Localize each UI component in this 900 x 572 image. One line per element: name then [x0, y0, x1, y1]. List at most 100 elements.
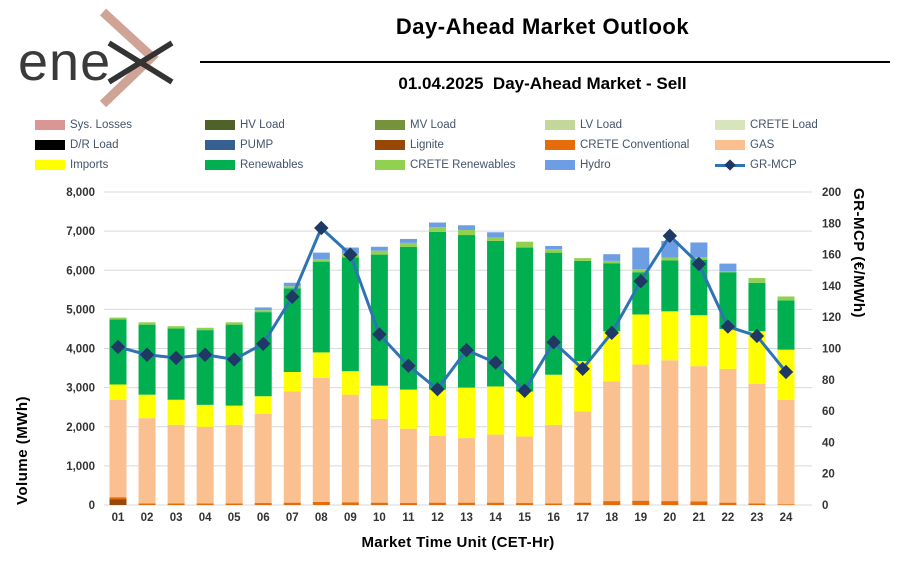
y-right-tick-label: 140 — [822, 281, 841, 293]
gr-mcp-marker — [546, 335, 561, 350]
legend-item-imports: Imports — [35, 159, 205, 171]
x-tick-label: 24 — [780, 512, 793, 524]
bar-segment-hydro — [428, 222, 446, 228]
x-tick-label: 09 — [344, 512, 357, 524]
bar-segment-hydro — [458, 225, 476, 230]
x-tick-label: 17 — [576, 512, 589, 524]
bar-segment-crete-renewables — [777, 296, 795, 301]
bar-segment-imports — [138, 394, 156, 419]
legend-color-swatch-icon — [205, 120, 235, 130]
bar-segment-crete-conventional — [458, 502, 476, 505]
bar-segment-crete-conventional — [428, 502, 446, 505]
bar-segment-crete-conventional — [167, 503, 185, 505]
legend-color-swatch-icon — [205, 140, 235, 150]
bar-segment-renewables — [777, 300, 795, 350]
bar-segment-gas — [487, 434, 505, 503]
y-right-tick-label: 0 — [822, 500, 828, 512]
bar-segment-renewables — [196, 330, 214, 405]
x-tick-label: 15 — [518, 512, 531, 524]
bar-segment-renewables — [574, 260, 592, 362]
bar-segment-imports — [487, 386, 505, 435]
bar-segment-lignite — [109, 499, 127, 505]
bar-segment-gas — [603, 381, 621, 502]
bar-segment-crete-conventional — [370, 502, 388, 505]
bar-segment-imports — [109, 384, 127, 400]
x-tick-label: 14 — [489, 512, 502, 524]
bar-segment-crete-conventional — [138, 503, 156, 505]
bar-segment-crete-renewables — [458, 229, 476, 236]
gr-mcp-marker — [604, 325, 619, 341]
header-divider — [200, 61, 890, 63]
bar-segment-gas — [312, 377, 330, 502]
legend-item-crete-renewables: CRETE Renewables — [375, 159, 545, 171]
bar-segment-crete-conventional — [603, 501, 621, 505]
bar-segment-gas — [138, 418, 156, 504]
legend-label: CRETE Conventional — [580, 139, 690, 151]
x-tick-label: 19 — [634, 512, 647, 524]
gr-mcp-marker — [256, 336, 271, 352]
gr-mcp-marker — [459, 342, 474, 358]
x-tick-label: 07 — [286, 512, 299, 524]
gr-mcp-marker — [168, 350, 184, 366]
y-right-tick-label: 200 — [822, 187, 841, 199]
y-left-tick-label: 5,000 — [66, 304, 95, 316]
gr-mcp-marker — [314, 220, 329, 236]
x-tick-label: 18 — [605, 512, 618, 524]
bar-segment-crete-renewables — [312, 259, 330, 262]
bar-segment-gas — [283, 391, 301, 503]
bar-segment-crete-renewables — [254, 310, 272, 313]
legend-label: Lignite — [410, 139, 444, 151]
bar-segment-crete-conventional — [487, 502, 505, 505]
bar-segment-hydro — [603, 254, 621, 261]
bar-segment-crete-conventional — [632, 500, 650, 505]
bar-segment-gas — [428, 435, 446, 503]
x-tick-label: 21 — [692, 512, 705, 524]
bar-segment-imports — [312, 352, 330, 378]
bar-segment-imports — [167, 399, 185, 425]
chart-legend: Sys. Losses HV Load MV Load LV Load CRETE Lo… — [35, 115, 891, 175]
y-left-tick-label: 6,000 — [66, 265, 95, 277]
bar-segment-imports — [283, 371, 301, 392]
legend-color-swatch-icon — [545, 160, 575, 170]
legend-color-swatch-icon — [35, 140, 65, 150]
bar-segment-renewables — [748, 282, 766, 332]
gr-mcp-marker — [110, 339, 126, 355]
x-tick-label: 16 — [547, 512, 560, 524]
gr-mcp-marker — [749, 328, 765, 344]
bar-segment-imports — [719, 328, 737, 369]
y-left-tick-label: 4,000 — [66, 344, 95, 356]
legend-label: GAS — [750, 139, 775, 151]
legend-item-sys-losses: Sys. Losses — [35, 119, 205, 131]
y-right-tick-label: 80 — [822, 375, 835, 387]
bar-segment-imports — [632, 314, 650, 365]
bar-segment-renewables — [399, 246, 417, 390]
bar-segment-crete-renewables — [545, 249, 563, 253]
bar-segment-crete-renewables — [225, 322, 243, 325]
bar-segment-imports — [661, 311, 679, 361]
x-tick-label: 01 — [112, 512, 125, 524]
bar-segment-crete-conventional — [748, 503, 766, 505]
bar-segment-crete-conventional — [341, 502, 359, 505]
bar-segment-renewables — [341, 257, 359, 372]
bar-segment-crete-conventional — [225, 503, 243, 505]
gr-mcp-marker — [720, 319, 736, 334]
bar-segment-crete-renewables — [661, 257, 679, 261]
legend-line-swatch-icon — [715, 159, 745, 171]
legend-color-swatch-icon — [715, 140, 745, 150]
x-tick-label: 08 — [315, 512, 328, 524]
y-right-tick-label: 20 — [822, 469, 835, 481]
bar-segment-imports — [399, 389, 417, 429]
bar-segment-hydro — [399, 238, 417, 243]
bar-segment-crete-renewables — [748, 278, 766, 283]
gr-mcp-marker — [343, 247, 358, 262]
bar-segment-renewables — [312, 261, 330, 353]
legend-label: LV Load — [580, 119, 622, 131]
legend-color-swatch-icon — [375, 160, 405, 170]
gr-mcp-marker — [285, 289, 300, 305]
bar-segment-crete-renewables — [370, 250, 388, 255]
bar-segment-gas — [719, 368, 737, 503]
bar-segment-renewables — [545, 252, 563, 375]
bar-segment-renewables — [254, 312, 272, 397]
bar-segment-imports — [428, 389, 446, 436]
bar-segment-gas — [196, 426, 214, 504]
